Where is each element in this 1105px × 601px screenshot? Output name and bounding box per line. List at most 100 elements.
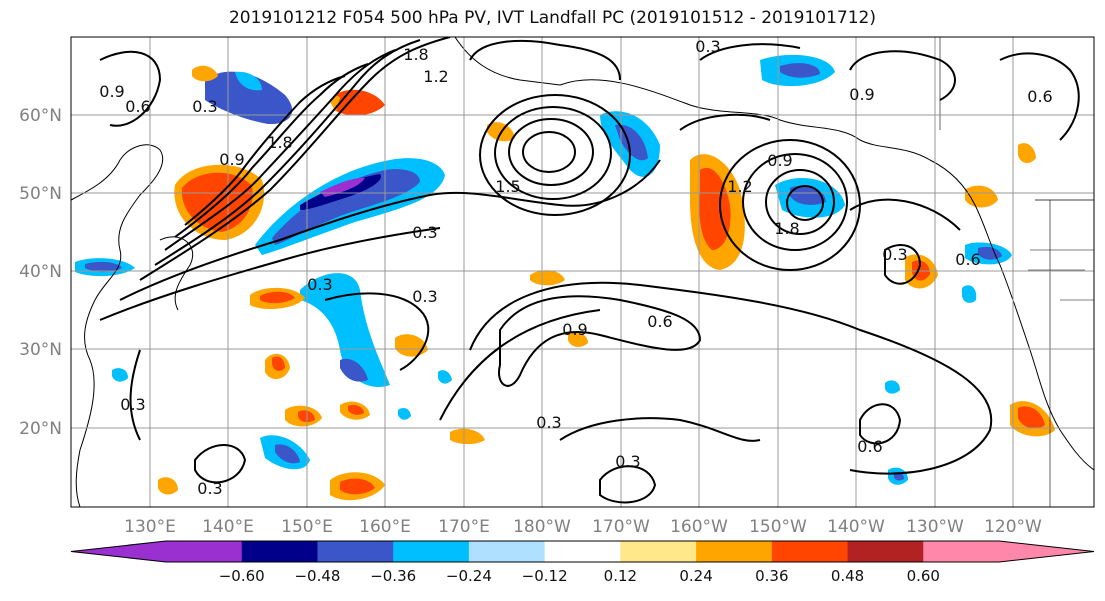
positive-pv-northwest-small [192, 65, 218, 82]
colorbar-swatch [923, 541, 1000, 562]
map-frame [70, 36, 1095, 508]
contour-label: 0.3 [120, 395, 145, 414]
positive-pv-north-pacific [335, 89, 385, 116]
negative-pv-southwest-core [275, 444, 300, 464]
negative-pv-small-4 [398, 408, 411, 420]
negative-pv-northwest [205, 71, 293, 125]
contour-label: 0.3 [412, 223, 437, 242]
positive-pv-southeast-midpacific [450, 428, 485, 445]
colorbar-swatch [393, 541, 470, 562]
negative-pv-bering-core [615, 124, 648, 161]
contour-label: 0.3 [192, 97, 217, 116]
contour-label: 0.9 [849, 85, 874, 104]
contour-label: 0.3 [695, 37, 720, 56]
contour-label: 1.8 [267, 133, 292, 152]
colorbar-swatch [241, 541, 318, 562]
colorbar-swatch [317, 541, 394, 562]
ivt-contours [99, 37, 1080, 504]
contour-label: 0.3 [307, 275, 332, 294]
contour-label: 0.9 [99, 82, 124, 101]
contour-label: 0.9 [219, 150, 244, 169]
contour-label: 1.8 [403, 45, 428, 64]
colorbar-tick-label: −0.48 [294, 567, 340, 585]
colorbar-swatch [620, 541, 697, 562]
positive-pv-nw-canada [1018, 143, 1036, 164]
colorbar-tick-label: −0.24 [446, 567, 492, 585]
negative-pv-small-2 [438, 370, 452, 384]
colorbar-tick-label: −0.60 [219, 567, 265, 585]
negative-pv-northwest-edge [235, 71, 262, 91]
lat-label: 20°N [19, 419, 62, 439]
colorbar-tick-label: 0.12 [604, 567, 637, 585]
negative-pv-band-min [320, 177, 365, 197]
contour-label: 0.6 [955, 250, 980, 269]
contour-label: 0.3 [615, 452, 640, 471]
colorbar-outline [70, 540, 1095, 563]
lat-label: 40°N [19, 262, 62, 282]
contour-label: 0.9 [562, 320, 587, 339]
colorbar-tick-label: 0.48 [831, 567, 864, 585]
colorbar-swatch [166, 541, 243, 562]
colorbar-tick-label: 0.24 [679, 567, 712, 585]
lon-label: 150°E [281, 517, 333, 537]
positive-pv-south-center-inner [340, 478, 375, 495]
lat-label: 30°N [19, 340, 62, 360]
negative-pv-arctic-core [780, 63, 820, 78]
lat-label: 60°N [19, 106, 62, 126]
colorbar-tick-label: −0.12 [522, 567, 568, 585]
contour-label: 0.3 [882, 245, 907, 264]
positive-pv-north-central [530, 270, 565, 286]
positive-pv-south-east-midpacific-2 [568, 332, 588, 347]
contour-label: 1.2 [727, 177, 752, 196]
latitude-labels: 60°N 50°N 40°N 30°N 20°N [19, 106, 62, 439]
lon-label: 150°W [749, 517, 807, 537]
contour-label: 1.2 [423, 67, 448, 86]
lon-label: 170°W [592, 517, 650, 537]
colorbar-swatch [847, 541, 924, 562]
colorbar-swatch [544, 541, 621, 562]
negative-pv-oregon [962, 285, 977, 303]
negative-pv-east-asia-core [85, 261, 122, 272]
lon-label: 130°E [124, 517, 176, 537]
colorbar [70, 540, 1095, 563]
longitude-labels: 130°E 140°E 150°E 160°E 170°E 180°W 170°… [124, 517, 1042, 537]
contour-label: 0.3 [536, 413, 561, 432]
colorbar-swatch [771, 541, 849, 562]
contour-label: 0.3 [412, 287, 437, 306]
negative-pv-band-core [272, 169, 420, 245]
contour-label: 0.3 [197, 479, 222, 498]
positive-pv-south-west-2-inner [348, 404, 364, 415]
positive-pv-philippine-sea-inner [272, 356, 285, 371]
lon-label: 170°E [438, 517, 490, 537]
contour-label: 0.6 [125, 97, 150, 116]
contour-labels: 0.6 0.3 0.3 0.9 0.3 0.3 0.3 0.3 0.9 0.6 … [99, 37, 1052, 498]
colorbar-tick-label: −0.36 [370, 567, 416, 585]
colorbar-tick-labels: −0.60 −0.48 −0.36 −0.24 −0.12 0.12 0.24 0.36 0.4… [219, 567, 940, 585]
contour-label: 1.8 [774, 219, 799, 238]
lat-label: 50°N [19, 184, 62, 204]
positive-pv-south-far [158, 477, 178, 495]
lon-label: 120°W [984, 517, 1042, 537]
contour-label: 0.6 [857, 437, 882, 456]
lon-label: 160°E [359, 517, 411, 537]
colorbar-tick-label: 0.60 [907, 567, 940, 585]
colorbar-extension-low [71, 541, 166, 562]
colorbar-swatch [696, 541, 773, 562]
contour-label: 0.9 [767, 151, 792, 170]
contour-label: 1.5 [495, 177, 520, 196]
lon-label: 140°E [202, 517, 254, 537]
negative-pv-small-1 [885, 380, 900, 394]
positive-pv-north-pacific-edge [330, 95, 340, 112]
negative-pv-central-core [340, 358, 368, 382]
map-title: 2019101212 F054 500 hPa PV, IVT Landfall… [228, 8, 876, 28]
lon-label: 130°W [906, 517, 964, 537]
lon-label: 180°W [513, 517, 571, 537]
positive-pv-baja-inner [1018, 406, 1045, 429]
colorbar-tick-label: 0.36 [755, 567, 788, 585]
negative-pv-small-3 [112, 368, 128, 382]
negative-pv-central-tongue [300, 273, 390, 387]
contour-label: 0.6 [1027, 87, 1052, 106]
positive-pv-mid-west-inner [260, 291, 295, 304]
colorbar-swatch [468, 541, 546, 562]
